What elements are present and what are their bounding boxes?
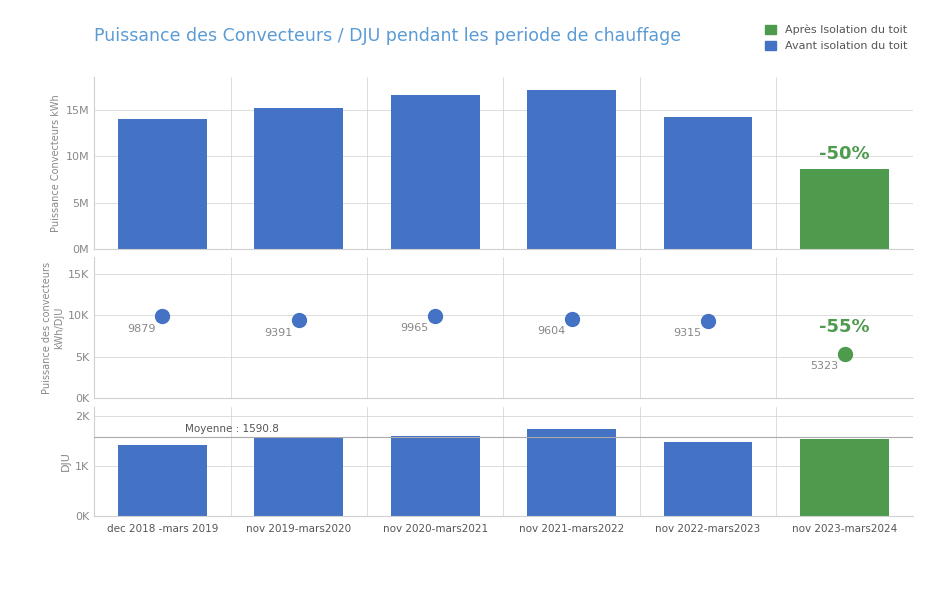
Text: Puissance des Convecteurs / DJU pendant les periode de chauffage: Puissance des Convecteurs / DJU pendant …: [94, 27, 681, 44]
Y-axis label: Puissance Convecteurs kWh: Puissance Convecteurs kWh: [52, 94, 61, 232]
Legend: Après Isolation du toit, Avant isolation du toit: Après Isolation du toit, Avant isolation…: [760, 20, 912, 56]
Bar: [254, 108, 343, 249]
Text: -50%: -50%: [820, 145, 869, 162]
Bar: [663, 442, 753, 516]
Point: [154, 311, 169, 321]
Text: 9315: 9315: [674, 329, 702, 339]
Point: [837, 349, 852, 359]
Bar: [391, 95, 480, 249]
Point: [565, 314, 580, 323]
Text: 9965: 9965: [401, 323, 429, 333]
Bar: [254, 438, 343, 516]
Text: 9879: 9879: [128, 324, 156, 334]
Y-axis label: Puissance des convecteurs
kWh/DJU: Puissance des convecteurs kWh/DJU: [42, 262, 64, 394]
Y-axis label: DJU: DJU: [61, 451, 71, 471]
Bar: [663, 117, 753, 249]
Point: [427, 311, 442, 320]
Text: 5323: 5323: [810, 362, 838, 371]
Bar: [800, 169, 889, 249]
Text: Moyenne : 1590.8: Moyenne : 1590.8: [184, 424, 279, 434]
Bar: [391, 436, 480, 516]
Text: 9391: 9391: [264, 328, 293, 338]
Bar: [800, 439, 889, 516]
Bar: [118, 119, 207, 249]
Point: [700, 316, 715, 326]
Text: -55%: -55%: [820, 318, 869, 336]
Bar: [118, 445, 207, 516]
Point: [291, 315, 306, 325]
Text: 9604: 9604: [537, 326, 566, 336]
Bar: [527, 90, 616, 249]
Bar: [527, 429, 616, 516]
